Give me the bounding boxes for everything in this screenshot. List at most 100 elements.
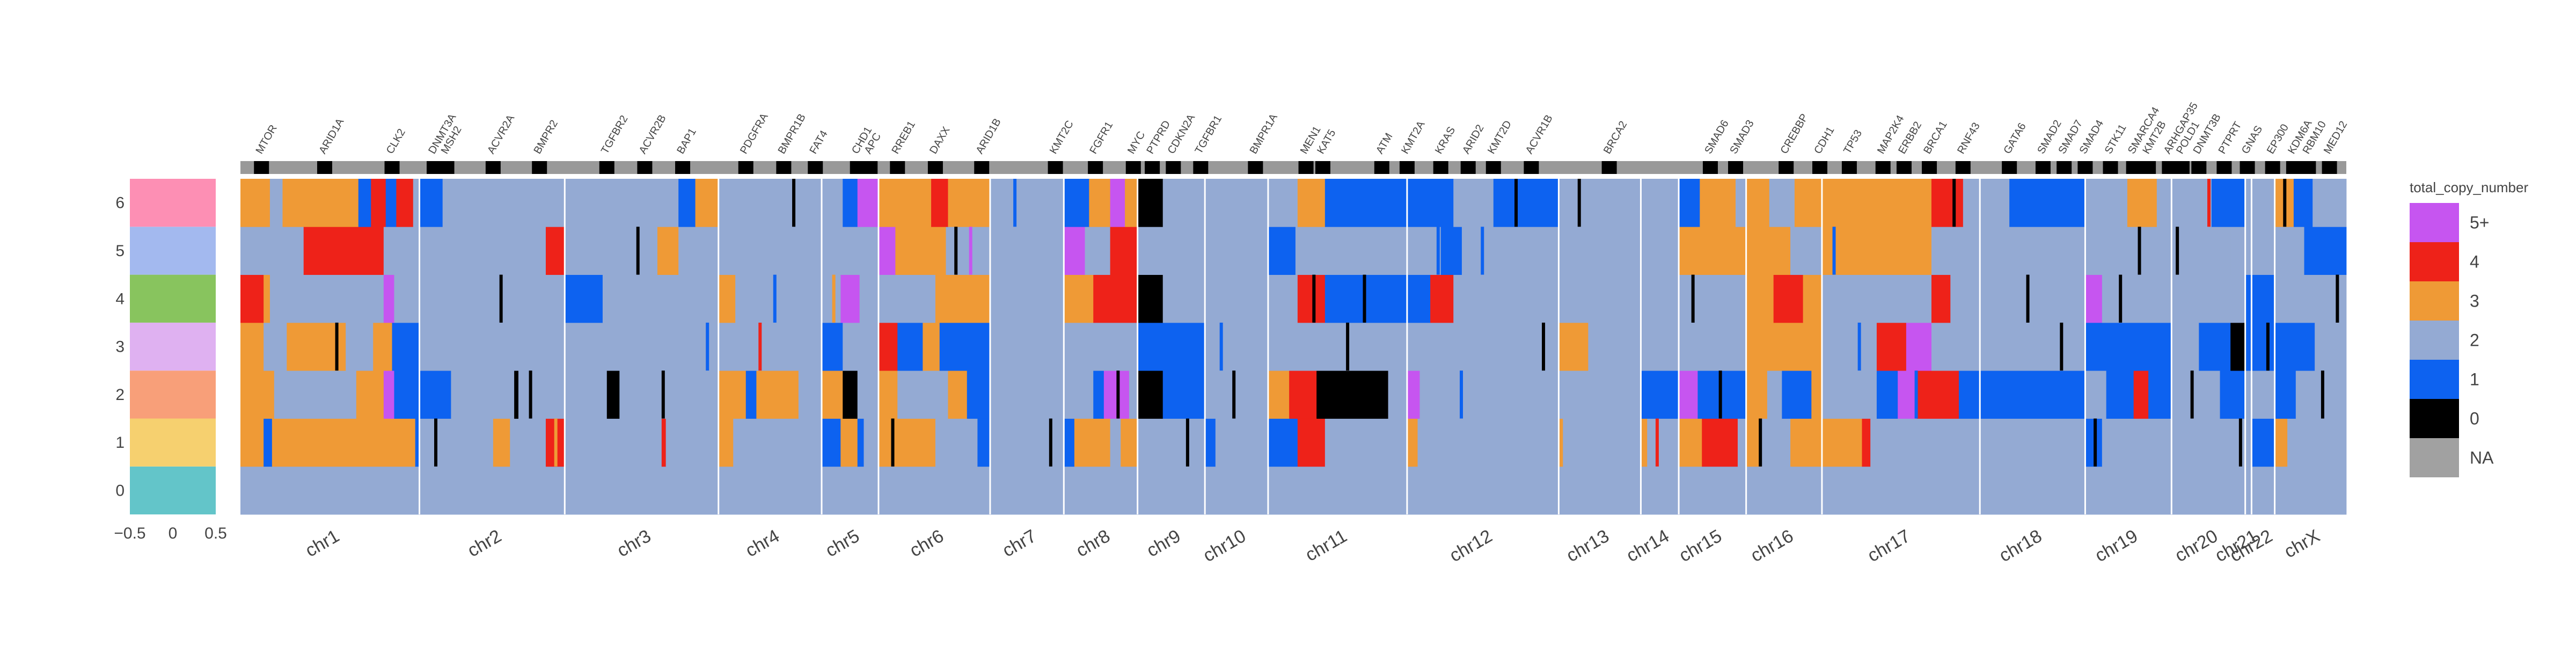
heatmap-cell [1641,274,1679,323]
gene-marker [532,161,547,174]
heatmap-cell [1980,227,2085,275]
heatmap-cell [1931,179,1964,227]
heatmap-cell [240,274,264,323]
legend-title: total_copy_number [2410,179,2528,195]
heatmap-cell [1085,227,1111,275]
heatmap-cell [2274,418,2288,467]
heatmap-cell [935,418,978,467]
heatmap-cell [2085,370,2107,419]
legend-label: 0 [2470,409,2479,428]
heatmap-cell [1064,418,1075,467]
heatmap-cell [346,322,374,371]
heatmap-cell [274,370,357,419]
heatmap-cell [1679,370,1698,419]
gene-marker [317,161,332,174]
heatmap-cell [565,370,608,419]
heatmap-cell [1162,274,1205,323]
gene-label: SMAD6 [1702,118,1731,156]
heatmap-cell [1121,418,1138,467]
gene-marker [1728,161,1744,174]
legend-label: 3 [2470,292,2479,311]
heatmap-cell [990,274,1064,323]
heatmap-cell [1980,322,2085,371]
chromosome-label-chr9: chr9 [1143,526,1184,561]
heatmap-cell [602,274,719,323]
heatmap-cell [1876,322,1907,371]
heatmap-cell [264,274,270,323]
heatmap-cell [442,179,565,227]
heatmap-cell [2245,179,2275,227]
heatmap-cell [878,418,936,467]
heatmap-strip [1857,322,1861,371]
heatmap-cell [1268,418,1298,467]
heatmap-cell [1558,370,1641,419]
gene-marker [2301,161,2316,174]
heatmap-cell [1950,274,1980,323]
heatmap-strip [1655,418,1659,467]
heatmap-cell [1268,274,1298,323]
gene-marker [1248,161,1263,174]
gene-marker [1166,161,1181,174]
heatmap-cell [1407,227,1441,275]
gene-label: CDH1 [1812,125,1836,156]
heatmap-cell [1558,322,1589,371]
heatmap-cell [2171,179,2212,227]
gene-label: ACVR2B [637,113,669,156]
gene-marker [1812,161,1827,174]
sample-axis-tick: −0.5 [114,525,145,542]
heatmap-cell [1980,370,2085,419]
heatmap-cell [1588,322,1641,371]
heatmap-cell [2315,322,2347,371]
heatmap-cell [1089,179,1111,227]
gene-label: ACVR2A [485,113,517,156]
heatmap-cell [1641,370,1679,419]
heatmap-cells [240,179,2347,515]
heatmap-cell [657,227,679,275]
heatmap-strip [1232,370,1236,419]
heatmap-cell [822,179,843,227]
sample-bar-1 [130,418,216,467]
chromosome-label-chr10: chr10 [1199,526,1249,566]
heatmap-cell [948,179,991,227]
heatmap-cell [565,274,603,323]
gene-marker [1875,161,1891,174]
heatmap-cell [661,418,667,467]
heatmap-cell [1563,418,1641,467]
heatmap-cell [385,179,397,227]
heatmap-cell [415,418,420,467]
chromosome-label-chr20: chr20 [2171,526,2221,566]
gene-marker [2162,161,2177,174]
heatmap-cell [373,322,392,371]
heatmap-cell [990,179,1064,227]
gene-marker [2216,161,2232,174]
heatmap-cell [282,179,359,227]
heatmap-strip [1481,227,1484,275]
heatmap-strip [773,274,777,323]
heatmap-strip [1219,322,1223,371]
heatmap-strip [1577,179,1581,227]
heatmap-cell [240,370,275,419]
heatmap-cell [514,370,519,419]
gene-marker [675,161,691,174]
gene-marker [1048,161,1063,174]
heatmap-cell [510,418,546,467]
heatmap-strip [954,227,958,275]
gene-marker [2057,161,2072,174]
sample-label-6: 6 [115,194,125,212]
heatmap-cell [2245,227,2275,275]
sample-label-0: 0 [115,482,125,499]
heatmap-strip [2119,274,2123,323]
heatmap-cell [2304,227,2347,275]
heatmap-cell [269,274,384,323]
heatmap-cell [606,370,620,419]
heatmap-cell [240,418,264,467]
heatmap-cell [371,179,386,227]
heatmap-cell [272,418,416,467]
heatmap-cell [419,179,443,227]
sample-label-5: 5 [115,242,125,260]
heatmap-cell [1110,179,1125,227]
heatmap-cell [718,418,734,467]
heatmap-cell [857,418,864,467]
heatmap-strip [1914,370,1918,419]
heatmap-cell [565,418,662,467]
